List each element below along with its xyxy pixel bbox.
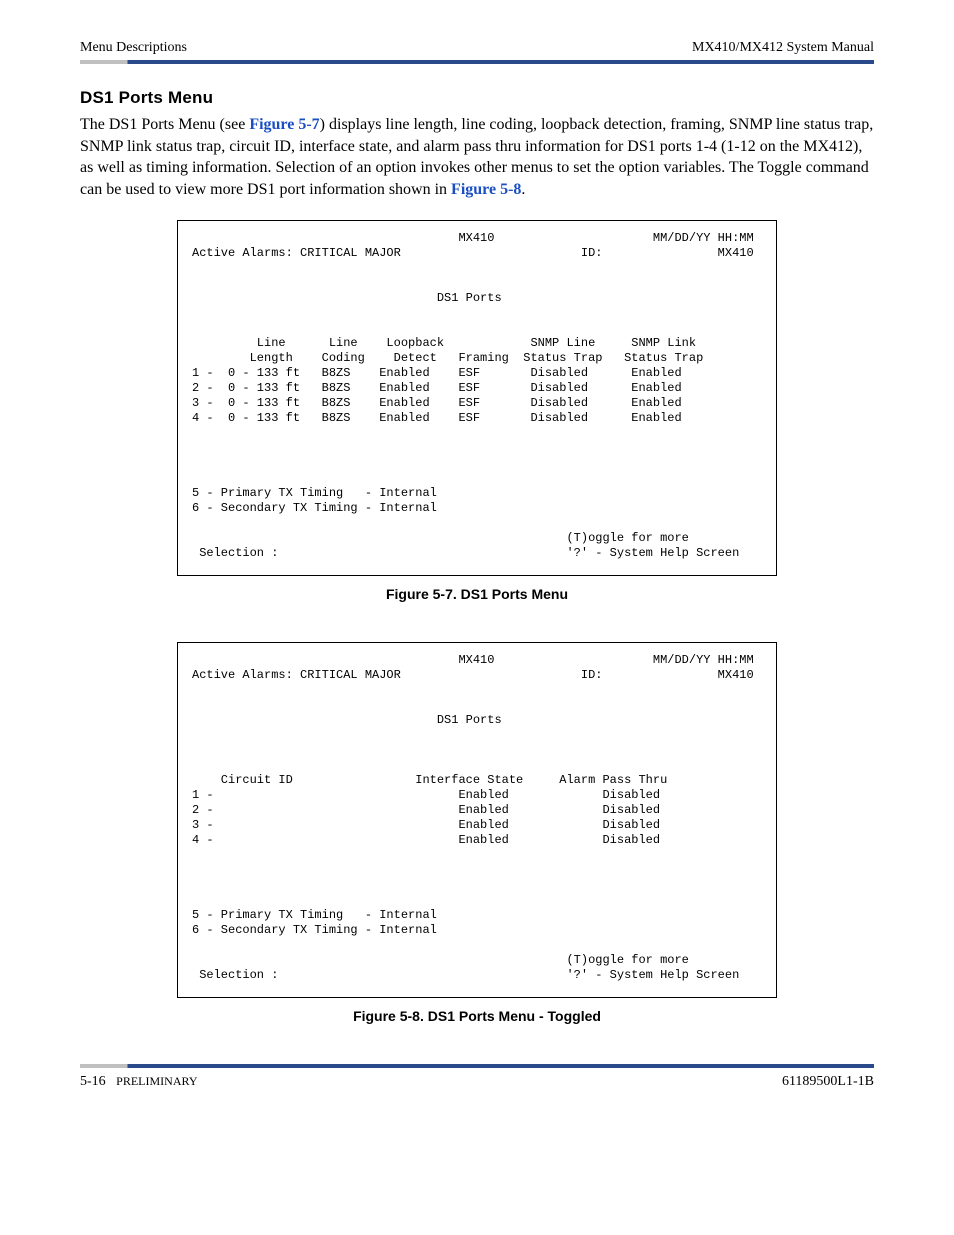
footer-right: 61189500L1-1B bbox=[782, 1074, 874, 1090]
header-right: MX410/MX412 System Manual bbox=[692, 40, 874, 56]
figure-link-5-7[interactable]: Figure 5-7 bbox=[249, 116, 319, 133]
terminal-figure-5-7: MX410 MM/DD/YY HH:MM Active Alarms: CRIT… bbox=[177, 220, 777, 576]
header-left: Menu Descriptions bbox=[80, 40, 187, 56]
figure-caption-5-8: Figure 5-8. DS1 Ports Menu - Toggled bbox=[80, 1008, 874, 1024]
page-header: Menu Descriptions MX410/MX412 System Man… bbox=[80, 40, 874, 56]
page-footer: 5-16 PRELIMINARY 61189500L1-1B bbox=[80, 1074, 874, 1090]
para-text-3: . bbox=[521, 181, 525, 198]
footer-preliminary: PRELIMINARY bbox=[116, 1074, 197, 1088]
header-rule bbox=[80, 60, 874, 64]
terminal-figure-5-8: MX410 MM/DD/YY HH:MM Active Alarms: CRIT… bbox=[177, 642, 777, 998]
footer-left: 5-16 PRELIMINARY bbox=[80, 1074, 198, 1090]
page: Menu Descriptions MX410/MX412 System Man… bbox=[0, 0, 954, 1120]
body-paragraph: The DS1 Ports Menu (see Figure 5-7) disp… bbox=[80, 114, 874, 200]
section-title: DS1 Ports Menu bbox=[80, 88, 874, 108]
figure-caption-5-7: Figure 5-7. DS1 Ports Menu bbox=[80, 586, 874, 602]
figure-link-5-8[interactable]: Figure 5-8 bbox=[451, 181, 521, 198]
footer-page-number: 5-16 bbox=[80, 1074, 106, 1089]
para-text-1: The DS1 Ports Menu (see bbox=[80, 116, 249, 133]
footer-rule bbox=[80, 1064, 874, 1068]
